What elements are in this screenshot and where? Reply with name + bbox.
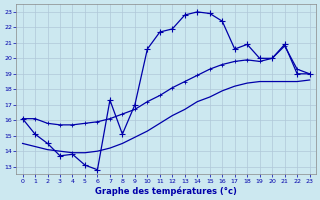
- X-axis label: Graphe des températures (°c): Graphe des températures (°c): [95, 186, 237, 196]
